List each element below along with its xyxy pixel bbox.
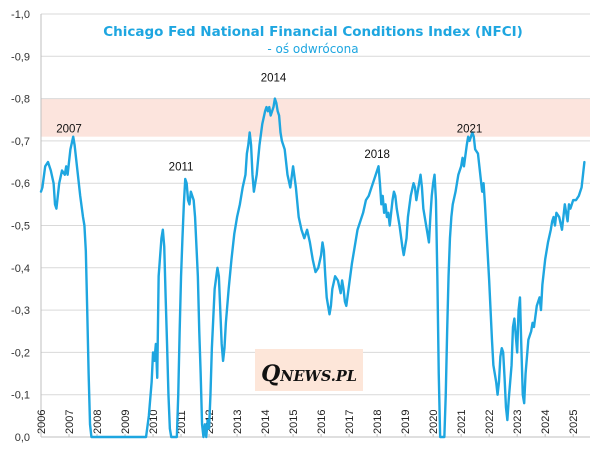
annotation-label: 2014 [261, 73, 287, 85]
y-axis-ticks: -1,0 -0,9 -0,8 -0,7 -0,6 -0,5 -0,4 -0,3 -0,2 -0,1… [11, 9, 30, 444]
y-tick-label: -1,0 [11, 9, 30, 21]
y-tick-label: -0,3 [11, 305, 30, 317]
x-tick-label: 2022 [484, 410, 496, 434]
x-tick-label: 2009 [120, 410, 132, 434]
annotation-label: 2011 [169, 162, 194, 174]
y-tick-label: 0,0 [15, 432, 30, 444]
x-tick-label: 2017 [344, 410, 356, 434]
x-tick-label: 2013 [232, 410, 244, 434]
x-tick-label: 2021 [456, 410, 468, 434]
x-tick-label: 2011 [176, 410, 188, 434]
y-tick-label: -0,6 [11, 178, 30, 190]
year-annotations: 2007 2011 2014 2018 2021 [56, 73, 482, 174]
qnews-logo: QNEWS.PL [255, 349, 363, 391]
x-tick-label: 2019 [400, 410, 412, 434]
nfci-series-line [39, 97, 586, 439]
x-tick-label: 2023 [512, 410, 524, 434]
y-tick-label: -0,7 [11, 136, 30, 148]
x-tick-label: 2014 [260, 410, 272, 434]
x-tick-label: 2016 [316, 410, 328, 434]
y-tick-label: -0,8 [11, 94, 30, 106]
x-tick-label: 2006 [36, 410, 48, 434]
logo-letter-q: Q [261, 361, 280, 387]
chart-title: Chicago Fed National Financial Condition… [103, 24, 523, 40]
y-tick-label: -0,9 [11, 51, 30, 63]
y-tick-label: -0,2 [11, 347, 30, 359]
x-tick-label: 2024 [540, 410, 552, 434]
x-tick-label: 2007 [64, 410, 76, 434]
annotation-label: 2007 [56, 123, 82, 135]
logo-background [255, 349, 363, 391]
logo-letters-news: NEWS.PL [279, 368, 357, 385]
x-tick-label: 2020 [428, 410, 440, 434]
y-tick-label: -0,1 [11, 390, 30, 402]
x-tick-label: 2015 [288, 410, 300, 434]
logo-text: QNEWS.PL [261, 361, 357, 387]
x-tick-label: 2008 [92, 410, 104, 434]
annotation-label: 2018 [364, 149, 390, 161]
annotation-label: 2021 [457, 123, 483, 135]
chart-subtitle: - oś odwrócona [267, 42, 358, 56]
x-tick-label: 2018 [372, 410, 384, 434]
x-tick-label: 2025 [568, 410, 580, 434]
y-tick-label: -0,5 [11, 221, 30, 233]
highlight-band [41, 98, 590, 137]
x-axis-ticks: 2006 2007 2008 2009 2010 2011 2012 2013 2014 2015… [36, 410, 580, 437]
x-tick-label: 2010 [148, 410, 160, 434]
y-tick-label: -0,4 [11, 263, 30, 275]
